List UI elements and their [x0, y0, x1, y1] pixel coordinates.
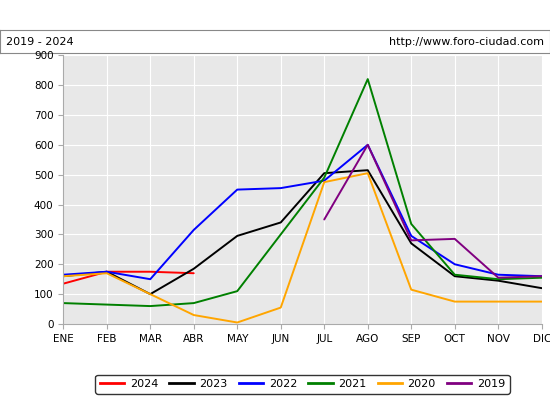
Text: http://www.foro-ciudad.com: http://www.foro-ciudad.com: [389, 37, 544, 47]
Legend: 2024, 2023, 2022, 2021, 2020, 2019: 2024, 2023, 2022, 2021, 2020, 2019: [95, 375, 510, 394]
Text: Evolucion Nº Turistas Nacionales en el municipio de Valldemossa: Evolucion Nº Turistas Nacionales en el m…: [32, 8, 518, 22]
Text: 2019 - 2024: 2019 - 2024: [6, 37, 73, 47]
